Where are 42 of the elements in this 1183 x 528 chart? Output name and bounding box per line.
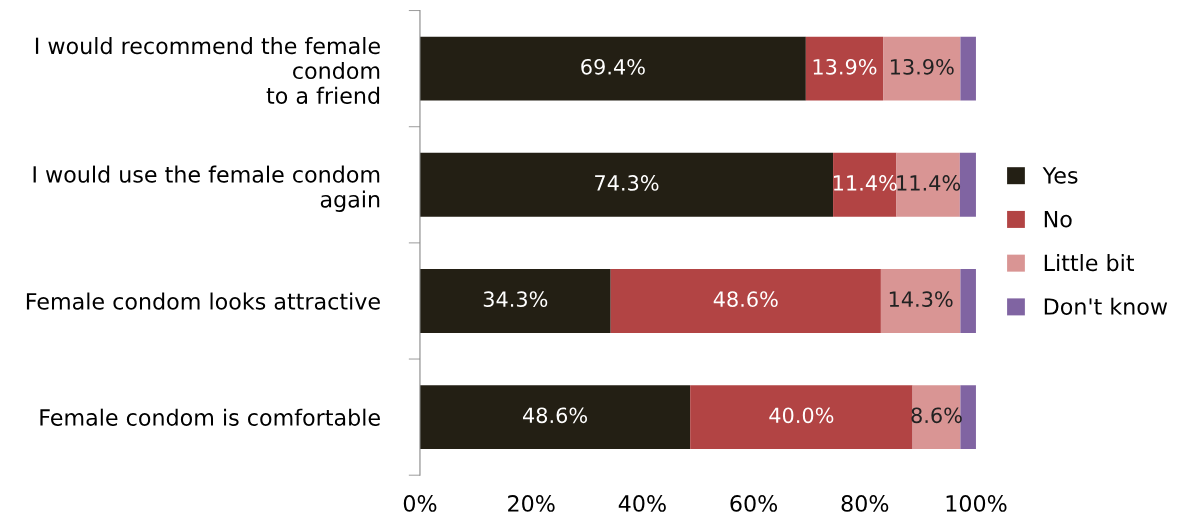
data-label: 69.4% xyxy=(581,58,645,75)
data-label: 13.9% xyxy=(813,58,877,75)
bar xyxy=(419,36,806,101)
x-tick-label: 0% xyxy=(403,495,437,512)
bar xyxy=(610,269,881,333)
bar xyxy=(960,269,976,333)
x-tick-label: 20% xyxy=(508,495,555,512)
bar xyxy=(419,269,611,333)
data-label: 34.3% xyxy=(483,291,548,307)
y-tick-label: Female condom looks attractive xyxy=(26,292,380,310)
bar xyxy=(805,36,884,101)
data-label: 48.6% xyxy=(713,291,778,307)
legend-label: No xyxy=(1044,210,1072,228)
bar xyxy=(690,385,913,450)
data-label: 13.9% xyxy=(890,58,954,75)
data-label: 74.3% xyxy=(595,175,659,191)
bar xyxy=(880,269,961,333)
y-tick-label: I would recommend the female condom to a friend xyxy=(35,37,380,104)
bar xyxy=(833,152,897,217)
bar xyxy=(960,36,976,101)
bar xyxy=(419,385,691,450)
bar xyxy=(883,36,961,101)
x-tick-label: 100% xyxy=(946,495,1007,512)
data-label: 11.4% xyxy=(897,175,961,191)
bar xyxy=(419,152,834,217)
y-tick-label: I would use the female condom again xyxy=(33,165,380,212)
x-tick-label: 40% xyxy=(618,495,666,512)
data-label: 14.3% xyxy=(889,291,953,307)
x-tick-label: 80% xyxy=(841,495,889,512)
data-label: 40.0% xyxy=(769,407,834,424)
bar xyxy=(959,152,976,217)
legend-label: Little bit xyxy=(1044,253,1134,272)
x-tick-label: 60% xyxy=(730,495,778,512)
data-label: 48.6% xyxy=(523,407,588,424)
data-label: 8.6% xyxy=(911,407,962,424)
data-label: 11.4% xyxy=(833,175,897,191)
bar xyxy=(912,385,961,450)
legend-label: Don't know xyxy=(1044,297,1168,315)
bar xyxy=(960,385,976,450)
legend-label: Yes xyxy=(1042,167,1078,184)
y-tick-label: Female condom is comfortable xyxy=(40,408,380,426)
bar xyxy=(896,152,960,217)
